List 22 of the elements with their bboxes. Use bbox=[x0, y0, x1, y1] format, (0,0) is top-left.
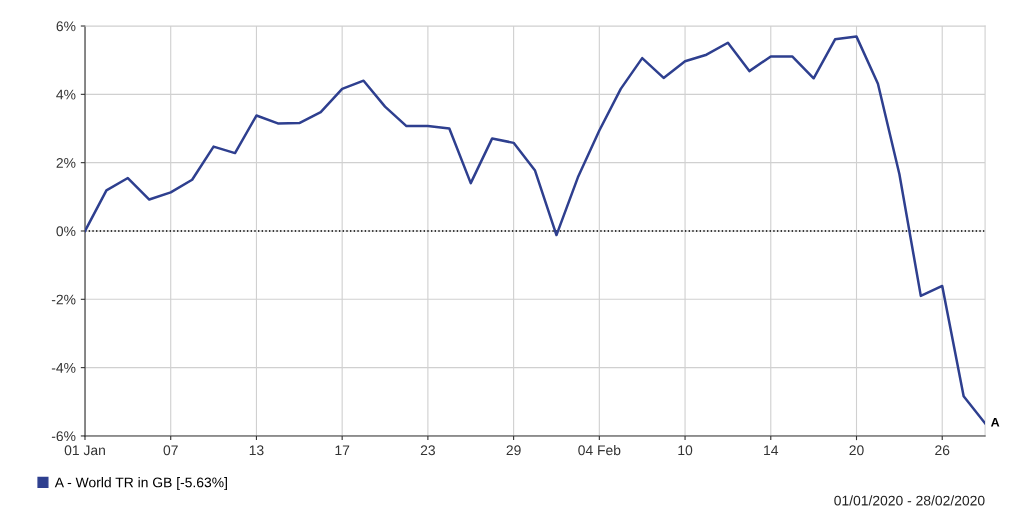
y-tick-label: -6% bbox=[51, 431, 76, 442]
y-tick-label: 4% bbox=[56, 89, 76, 100]
x-tick-label: 13 bbox=[249, 445, 264, 456]
x-tick-label: 23 bbox=[420, 445, 435, 456]
y-tick-label: 6% bbox=[56, 21, 76, 32]
y-tick-label: -4% bbox=[51, 363, 76, 373]
text: 01/01/2020 - 28/02/2020 bbox=[834, 495, 985, 506]
text: A bbox=[990, 417, 1000, 427]
x-tick-label: 04 Feb bbox=[578, 444, 621, 456]
x-tick-label: 29 bbox=[506, 445, 521, 456]
x-tick-label: 01 Jan bbox=[64, 445, 105, 456]
y-tick-label: 0% bbox=[56, 226, 76, 237]
y-tick-label: -2% bbox=[51, 294, 76, 305]
x-tick-label: 26 bbox=[935, 445, 950, 456]
legend-label: A - World TR in GB [-5.63%] bbox=[54, 477, 227, 491]
x-tick-label: 07 bbox=[163, 445, 178, 456]
x-tick-label: 17 bbox=[335, 445, 350, 456]
x-tick-label: 10 bbox=[678, 445, 693, 456]
x-tick-label: 14 bbox=[764, 445, 779, 456]
y-tick-label: 2% bbox=[56, 158, 76, 168]
line-series bbox=[84, 35, 986, 425]
x-tick-label: 20 bbox=[849, 445, 864, 456]
